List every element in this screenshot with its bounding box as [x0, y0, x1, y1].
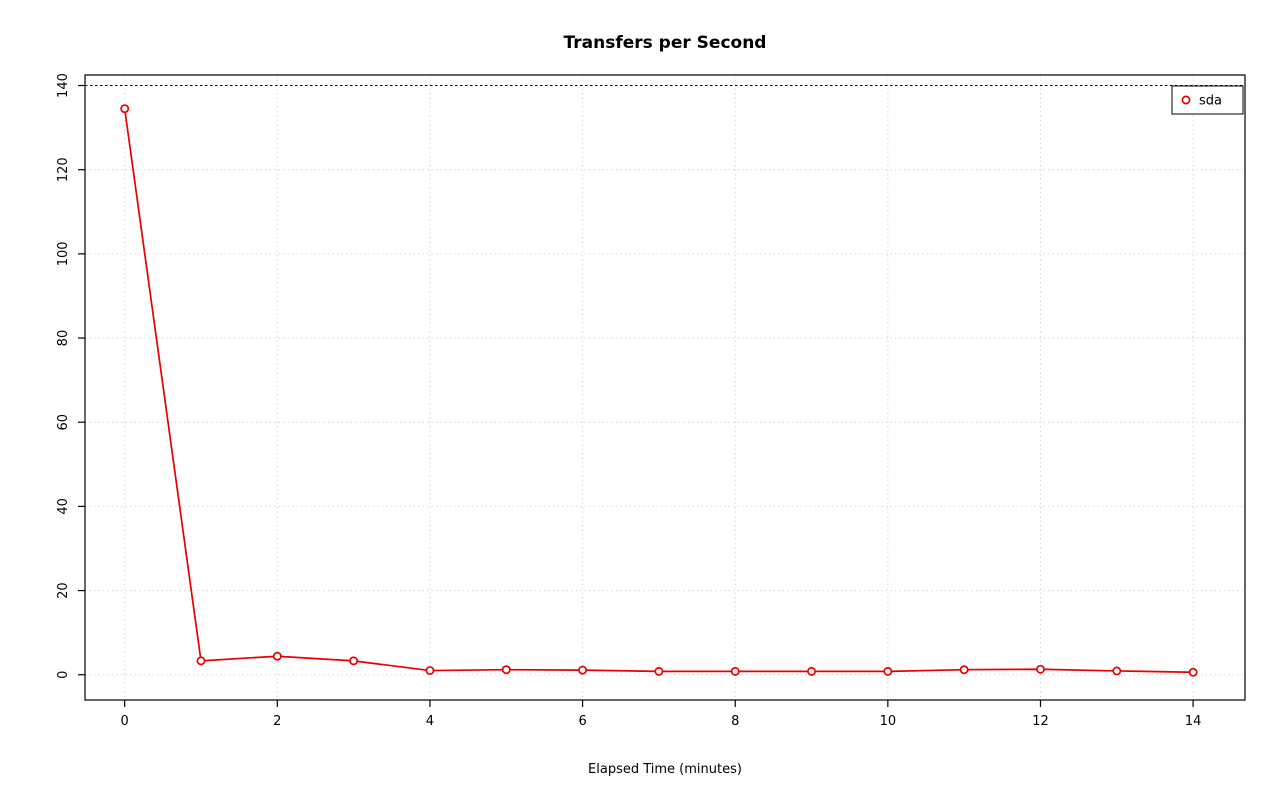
data-point	[578, 665, 588, 675]
y-tick-label: 20	[56, 582, 71, 599]
data-point	[272, 651, 282, 661]
data-point	[1036, 664, 1045, 674]
y-tick-label: 100	[56, 241, 71, 266]
data-point	[959, 665, 969, 675]
x-tick-label: 8	[731, 714, 739, 729]
y-tick-label: 120	[56, 157, 71, 182]
data-point	[425, 666, 435, 675]
y-tick-label: 0	[56, 671, 71, 679]
data-point	[120, 104, 130, 114]
data-point	[501, 665, 511, 675]
data-point	[807, 666, 816, 676]
data-point	[349, 656, 359, 666]
series-line	[123, 108, 1194, 674]
x-tick-label: 0	[121, 714, 129, 729]
y-tick-label: 140	[56, 73, 71, 98]
x-tick-label: 6	[578, 714, 586, 729]
data-point	[1112, 666, 1122, 676]
plot-box	[84, 74, 1246, 701]
x-tick-label: 10	[880, 714, 897, 729]
data-point	[1188, 667, 1198, 677]
x-tick-label: 12	[1032, 714, 1049, 729]
data-point	[730, 666, 740, 676]
data-point	[883, 666, 893, 676]
legend-label: sda	[1199, 94, 1222, 109]
x-tick-label: 2	[273, 714, 281, 729]
x-tick-label: 4	[426, 714, 434, 729]
data-point	[196, 656, 206, 666]
x-tick-label: 14	[1185, 714, 1202, 729]
y-tick-label: 40	[56, 498, 71, 515]
data-point	[654, 666, 664, 676]
x-axis-label: Elapsed Time (minutes)	[588, 762, 742, 777]
y-tick-label: 60	[56, 414, 71, 431]
chart-title: Transfers per Second	[563, 33, 767, 53]
legend-marker-icon	[1181, 95, 1191, 105]
y-tick-label: 80	[56, 330, 71, 347]
